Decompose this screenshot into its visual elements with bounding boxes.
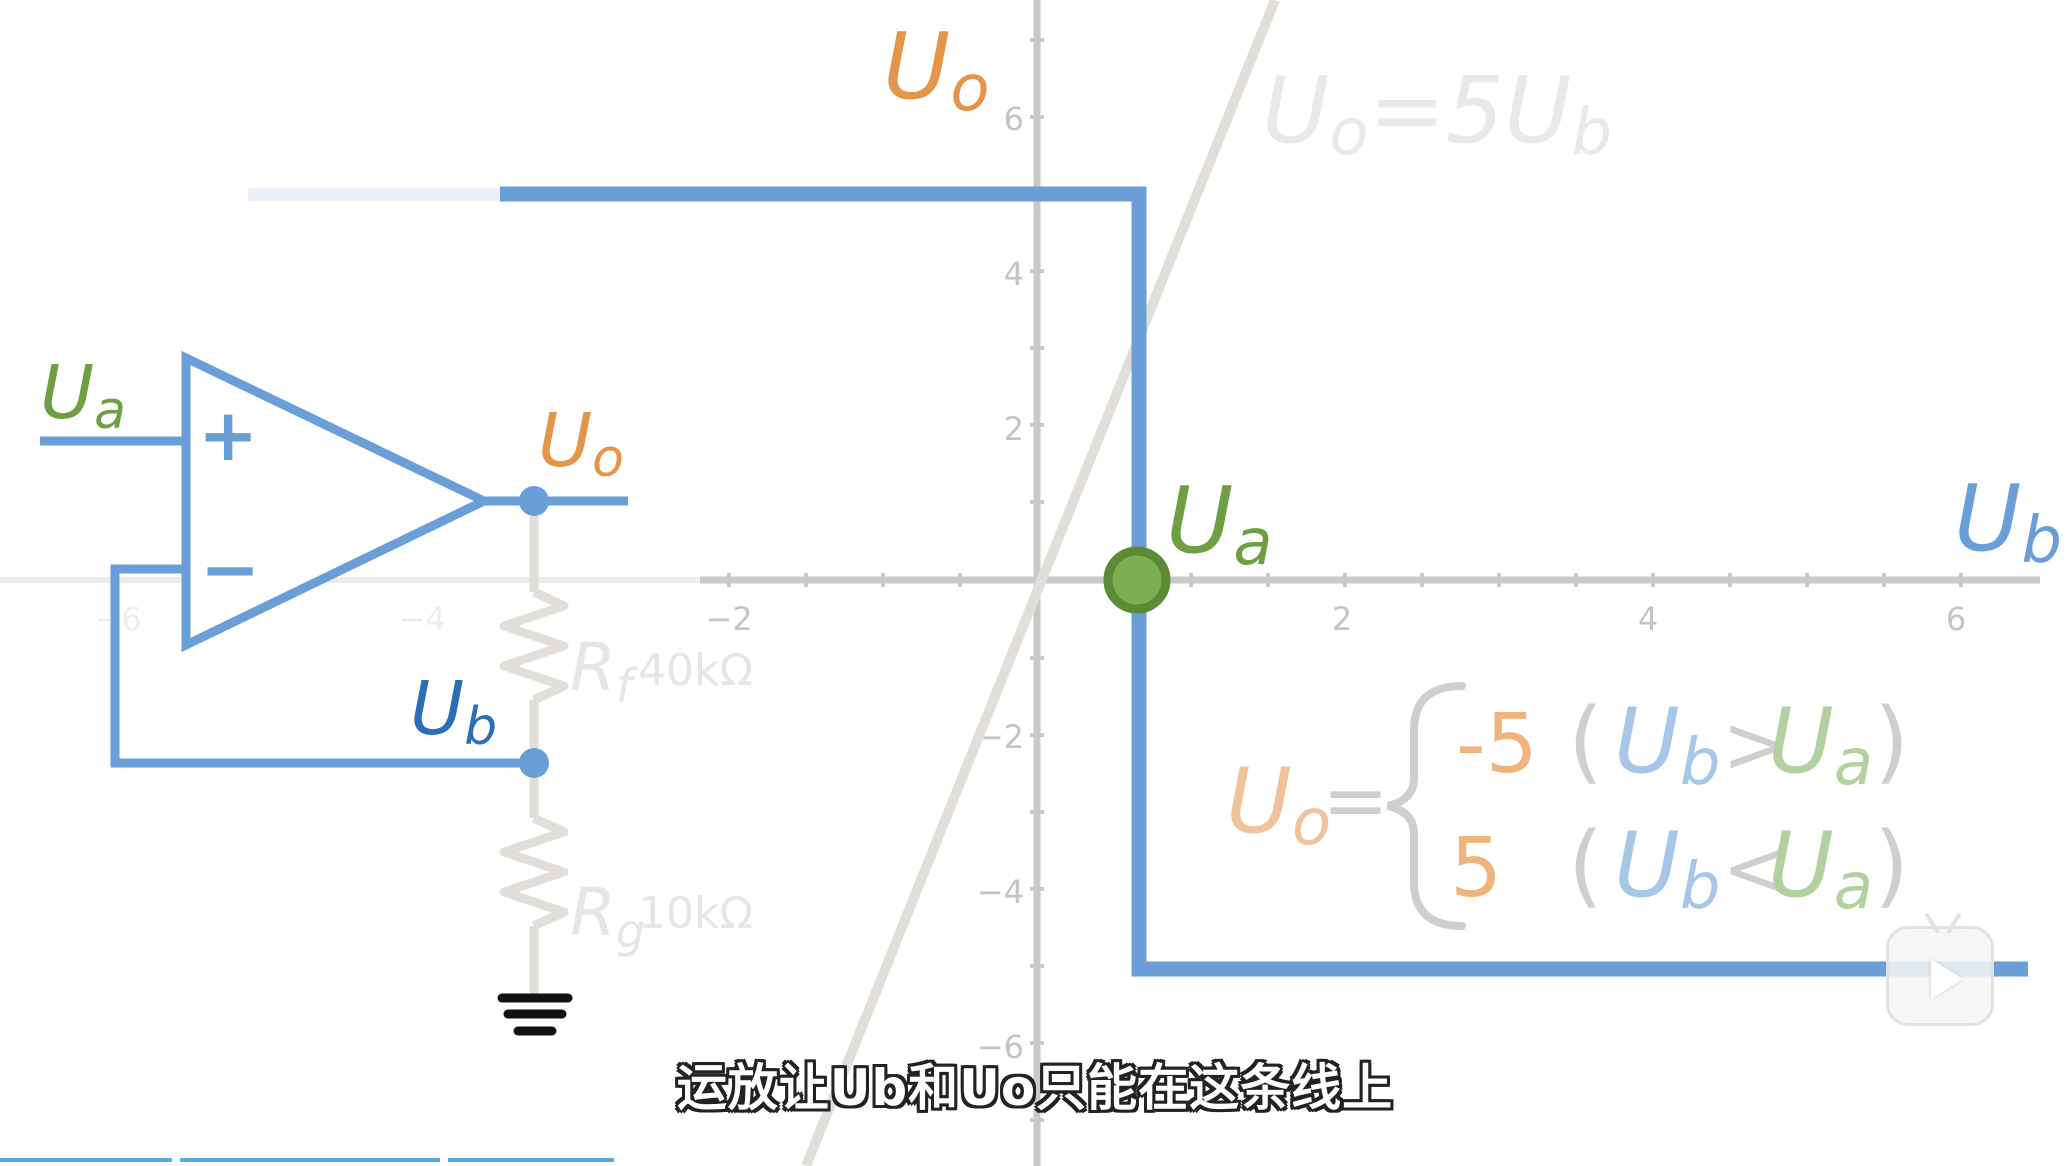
x-tick-label: 6 [1946, 600, 1966, 638]
rg-value: 10kΩ [638, 888, 753, 939]
case2-value: 5 [1450, 821, 1502, 916]
ground-icon [497, 993, 573, 1036]
linear-transfer-line: Uo=5Ub [801, 0, 1612, 1166]
output-uo-label: Uo [538, 398, 624, 489]
x-tick-label-faded: −4 [398, 600, 445, 638]
rg-label: Rg [570, 874, 645, 958]
op-amp-minus-sign: − [200, 527, 260, 611]
op-amp-triangle [181, 350, 495, 653]
uo-equals-5ub-label: Uo=5Ub [1262, 57, 1612, 170]
piecewise-formula: Uo = -5 ( Ub > Ua ) 5 ( Ub < Ua ) [1226, 682, 1909, 930]
rf-label: Rf [570, 629, 638, 713]
case2-operator: < [1722, 822, 1789, 915]
feedback-ub-label: Ub [410, 666, 497, 757]
play-button[interactable] [1886, 913, 1994, 1026]
operating-point-marker [1103, 546, 1171, 614]
rf-resistor [499, 516, 569, 748]
x-tick-label: 4 [1638, 600, 1658, 638]
x-tick-label: −2 [705, 600, 752, 638]
feedback-wire [110, 564, 534, 768]
tv-ears-icon [1925, 913, 1961, 933]
x-axis-minor-ticks [727, 573, 1963, 587]
case2-close-paren: ) [1874, 813, 1909, 918]
feedback-node-ub [519, 748, 549, 778]
x-axis-label: Ub [1954, 465, 2062, 578]
operating-point-label: Ua [1166, 467, 1273, 580]
rg-resistor [499, 778, 569, 995]
play-icon [1931, 959, 1963, 999]
case1-ub: Ub [1614, 689, 1721, 800]
formula-lhs: Uo [1226, 749, 1331, 860]
y-axis-label: Uo [883, 13, 990, 126]
y-tick-label: −6 [977, 1028, 1024, 1066]
input-ua-label: Ua [40, 350, 126, 441]
comparator-characteristic: Ua [248, 186, 2028, 977]
y-tick-label: 4 [1004, 255, 1024, 293]
case1-value: -5 [1456, 697, 1538, 792]
case1-open-paren: ( [1568, 689, 1603, 794]
x-tick-labels: −2 2 4 6 [705, 600, 1966, 638]
case2-open-paren: ( [1568, 813, 1603, 918]
case2-ub: Ub [1614, 813, 1721, 924]
y-tick-label: 6 [1004, 100, 1024, 138]
case1-ua: Ua [1768, 689, 1873, 800]
op-amp-plus-sign: + [198, 393, 258, 477]
formula-equals: = [1322, 754, 1389, 847]
x-tick-label: 2 [1332, 600, 1352, 638]
formula-brace [1386, 682, 1466, 930]
case1-close-paren: ) [1874, 689, 1909, 794]
rf-value: 40kΩ [638, 645, 753, 696]
video-subtitle: 运放让Ub和Uo只能在这条线上 [676, 1059, 1394, 1117]
uo-equals-5ub-line [801, 0, 1280, 1166]
case2-ua: Ua [1768, 813, 1873, 924]
progress-segment[interactable] [0, 1158, 172, 1162]
y-tick-label: −4 [977, 873, 1024, 911]
characteristic-faded-tail [248, 188, 522, 201]
case1-operator: > [1722, 698, 1789, 791]
progress-segment[interactable] [180, 1158, 440, 1162]
op-amp-circuit: + − Ua Uo Ub Rf 40kΩ Rg 10kΩ [40, 350, 753, 1036]
output-node [519, 486, 549, 516]
y-tick-label: 2 [1004, 410, 1024, 448]
progress-segment[interactable] [448, 1158, 614, 1162]
